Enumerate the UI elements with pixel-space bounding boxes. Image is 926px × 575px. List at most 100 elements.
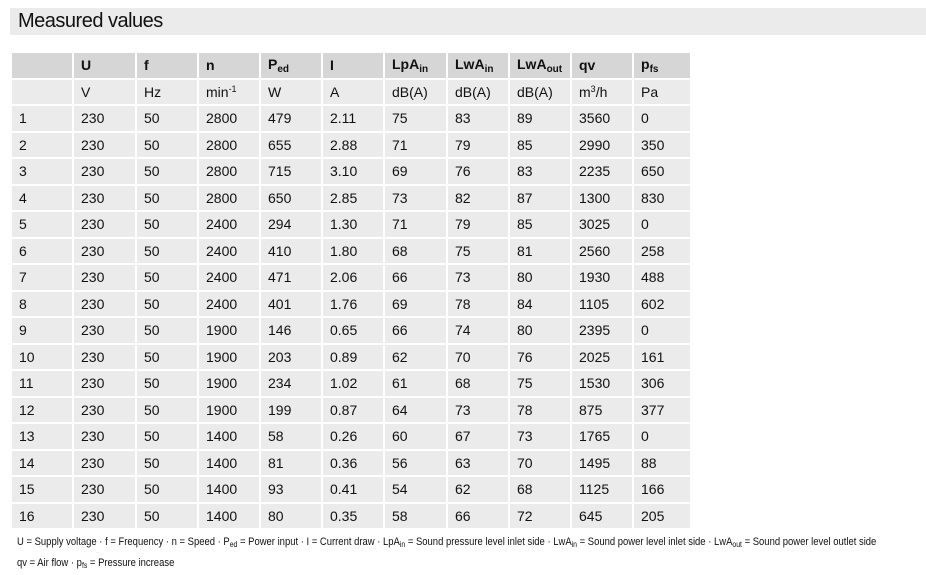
cell: 0 bbox=[632, 104, 692, 133]
cell: 2800 bbox=[197, 157, 261, 186]
data-row: 5 230 50 2400 294 1.30 71 79 85 3025 0 bbox=[10, 210, 692, 239]
cell: 50 bbox=[135, 289, 199, 318]
data-row: 11 230 50 1900 234 1.02 61 68 75 1530 306 bbox=[10, 369, 692, 398]
unit-cell-text: V bbox=[81, 83, 91, 100]
header-cell-text: I bbox=[330, 57, 334, 74]
header-cell: LpAin bbox=[383, 51, 448, 80]
cell: 93 bbox=[259, 475, 323, 504]
section-title: Measured values bbox=[10, 8, 926, 35]
cell: 146 bbox=[259, 316, 323, 345]
unit-cell: Pa bbox=[632, 77, 692, 106]
cell: 80 bbox=[259, 501, 323, 530]
cell: 306 bbox=[632, 369, 692, 398]
data-row: 7 230 50 2400 471 2.06 66 73 80 1930 488 bbox=[10, 263, 692, 292]
footnote-sub: ed bbox=[229, 540, 238, 549]
cell: 66 bbox=[446, 501, 510, 530]
cell: 410 bbox=[259, 236, 323, 265]
cell: 1 bbox=[10, 104, 74, 133]
cell: 68 bbox=[508, 475, 572, 504]
cell: 83 bbox=[508, 157, 572, 186]
header-cell-text: U bbox=[81, 57, 92, 74]
unit-cell: dB(A) bbox=[383, 77, 448, 106]
footnote-sub: fs bbox=[81, 561, 88, 570]
cell: 650 bbox=[632, 157, 692, 186]
cell: 1900 bbox=[197, 316, 261, 345]
cell: 0 bbox=[632, 210, 692, 239]
cell: 62 bbox=[383, 342, 448, 371]
cell: 50 bbox=[135, 448, 199, 477]
cell: 230 bbox=[72, 501, 137, 530]
cell: 76 bbox=[508, 342, 572, 371]
cell: 0.87 bbox=[321, 395, 385, 424]
cell: 9 bbox=[10, 316, 74, 345]
cell: 230 bbox=[72, 422, 137, 451]
cell: 2.06 bbox=[321, 263, 385, 292]
cell: 3 bbox=[10, 157, 74, 186]
cell: 0.41 bbox=[321, 475, 385, 504]
header-cell-text: f bbox=[144, 57, 149, 74]
header-cell: f bbox=[135, 51, 199, 80]
cell: 58 bbox=[383, 501, 448, 530]
cell: 73 bbox=[446, 263, 510, 292]
cell: 54 bbox=[383, 475, 448, 504]
cell: 655 bbox=[259, 130, 323, 159]
footnote-text: qv = Air flow · p bbox=[17, 557, 82, 569]
cell: 73 bbox=[383, 183, 448, 212]
cell: 1900 bbox=[197, 369, 261, 398]
data-row: 16 230 50 1400 80 0.35 58 66 72 645 205 bbox=[10, 501, 692, 530]
cell: 4 bbox=[10, 183, 74, 212]
cell: 479 bbox=[259, 104, 323, 133]
cell: 56 bbox=[383, 448, 448, 477]
cell: 60 bbox=[383, 422, 448, 451]
cell: 71 bbox=[383, 210, 448, 239]
data-row: 12 230 50 1900 199 0.87 64 73 78 875 377 bbox=[10, 395, 692, 424]
unit-cell-text: dB(A) bbox=[517, 83, 553, 100]
cell: 230 bbox=[72, 263, 137, 292]
unit-cell-text: Pa bbox=[641, 83, 659, 100]
cell: 2990 bbox=[570, 130, 634, 159]
data-row: 10 230 50 1900 203 0.89 62 70 76 2025 161 bbox=[10, 342, 692, 371]
footnote-line: U = Supply voltage · f = Frequency · n =… bbox=[17, 533, 876, 554]
data-row: 3 230 50 2800 715 3.10 69 76 83 2235 650 bbox=[10, 157, 692, 186]
header-cell: LwAout bbox=[508, 51, 572, 80]
unit-cell-text: dB(A) bbox=[392, 83, 428, 100]
footnote-text: = Sound pressure level inlet side · LwA bbox=[405, 536, 572, 548]
cell: 50 bbox=[135, 157, 199, 186]
cell: 230 bbox=[72, 316, 137, 345]
cell: 73 bbox=[446, 395, 510, 424]
cell: 7 bbox=[10, 263, 74, 292]
cell: 78 bbox=[446, 289, 510, 318]
unit-cell: m3/h bbox=[570, 77, 634, 106]
header-cell: Ped bbox=[259, 51, 323, 80]
cell: 0.36 bbox=[321, 448, 385, 477]
cell: 230 bbox=[72, 236, 137, 265]
cell: 2800 bbox=[197, 130, 261, 159]
header-cell: U bbox=[72, 51, 137, 80]
cell: 230 bbox=[72, 130, 137, 159]
cell: 230 bbox=[72, 157, 137, 186]
header-cell: n bbox=[197, 51, 261, 80]
cell: 75 bbox=[508, 369, 572, 398]
cell: 401 bbox=[259, 289, 323, 318]
cell: 78 bbox=[508, 395, 572, 424]
cell: 72 bbox=[508, 501, 572, 530]
cell: 199 bbox=[259, 395, 323, 424]
cell: 1530 bbox=[570, 369, 634, 398]
cell: 75 bbox=[383, 104, 448, 133]
cell: 203 bbox=[259, 342, 323, 371]
cell: 377 bbox=[632, 395, 692, 424]
cell: 0.89 bbox=[321, 342, 385, 371]
cell: 58 bbox=[259, 422, 323, 451]
data-row: 13 230 50 1400 58 0.26 60 67 73 1765 0 bbox=[10, 422, 692, 451]
cell: 258 bbox=[632, 236, 692, 265]
cell: 230 bbox=[72, 448, 137, 477]
header-cell-sub: ed bbox=[277, 63, 290, 75]
cell: 16 bbox=[10, 501, 74, 530]
cell: 715 bbox=[259, 157, 323, 186]
cell: 2.88 bbox=[321, 130, 385, 159]
unit-cell-sup: -1 bbox=[228, 83, 237, 94]
footnote-text: = Sound power level inlet side · LwA bbox=[576, 536, 733, 548]
